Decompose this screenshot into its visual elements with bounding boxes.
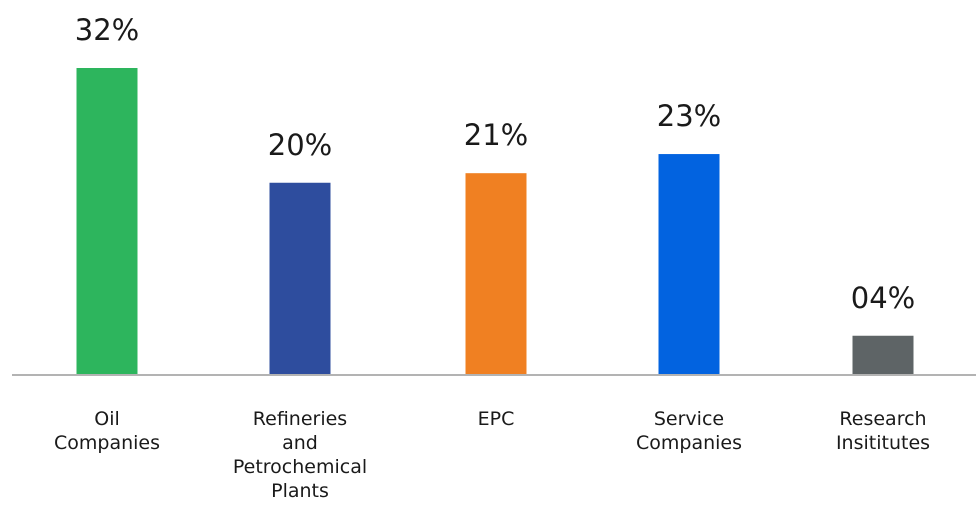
category-label-line: Companies <box>54 432 160 454</box>
category-label-line: Service <box>654 408 724 430</box>
bar-4 <box>658 154 720 374</box>
category-label-line: Research <box>839 408 926 430</box>
value-label-3: 21% <box>464 118 528 152</box>
category-label-4: Service Companies <box>636 408 742 454</box>
bars-group <box>76 68 914 374</box>
value-label-4: 23% <box>657 99 721 133</box>
category-label-line: Plants <box>271 480 329 502</box>
bar-3 <box>465 173 527 374</box>
category-label-line: Companies <box>636 432 742 454</box>
bar-5 <box>852 335 914 374</box>
category-label-line: Refineries <box>253 408 347 430</box>
value-labels-group: 32% 20% 21% 23% 04% <box>75 13 915 315</box>
category-label-line: Petrochemical <box>233 456 367 478</box>
category-label-line: EPC <box>478 408 515 430</box>
value-label-5: 04% <box>851 281 915 315</box>
category-label-2: Refineries and Petrochemical Plants <box>233 408 367 502</box>
bar-2 <box>269 182 331 374</box>
category-label-1: Oil Companies <box>54 408 160 454</box>
value-label-1: 32% <box>75 13 139 47</box>
bar-1 <box>76 68 138 374</box>
category-label-line: Oil <box>94 408 120 430</box>
category-label-line: Insititutes <box>836 432 930 454</box>
category-label-line: and <box>282 432 318 454</box>
category-label-3: EPC <box>478 408 515 430</box>
category-label-5: Research Insititutes <box>836 408 930 454</box>
value-label-2: 20% <box>268 128 332 162</box>
